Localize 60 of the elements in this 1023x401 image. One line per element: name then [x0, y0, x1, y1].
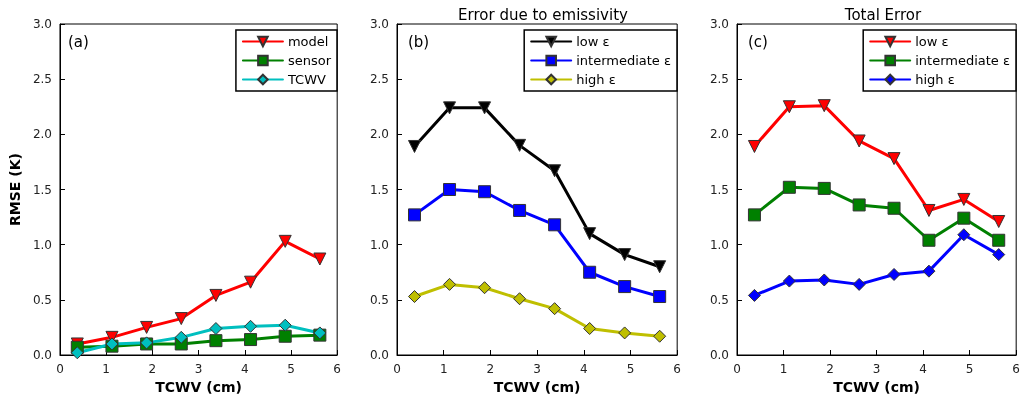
x-tick-label: 4 — [240, 362, 249, 376]
legend-label: sensor — [287, 53, 332, 68]
x-tick-label: 2 — [826, 362, 834, 376]
x-tick-label: 6 — [333, 362, 341, 376]
legend-label: low ε — [915, 34, 949, 49]
legend-label: intermediate ε — [915, 53, 1010, 68]
legend-label: model — [287, 34, 329, 49]
legend-label: high ε — [915, 72, 955, 87]
x-axis-title: TCWV (cm) — [833, 378, 920, 395]
x-tick-label: 3 — [194, 362, 203, 376]
x-tick-label: 1 — [439, 362, 448, 376]
y-tick-label: 2.5 — [369, 72, 389, 87]
y-tick-label: 3.0 — [709, 17, 729, 31]
y-tick-label: 3.0 — [32, 17, 52, 31]
chart-title: Error due to emissivity — [458, 5, 629, 24]
annotation: (b) — [408, 32, 430, 51]
y-tick-label: 2.0 — [32, 127, 52, 142]
x-axis-title: TCWV (cm) — [493, 378, 581, 395]
y-tick-label: 0.0 — [32, 348, 52, 362]
x-tick-label: 0 — [393, 362, 401, 376]
y-tick-label: 1.5 — [709, 182, 729, 197]
x-tick-label: 3 — [533, 362, 541, 376]
x-tick-label: 6 — [673, 362, 681, 376]
legend-label: TCWV — [286, 72, 327, 87]
x-tick-label: 2 — [486, 362, 495, 376]
x-tick-label: 3 — [872, 362, 881, 376]
y-tick-label: 0.0 — [709, 348, 729, 362]
y-tick-label: 1.5 — [32, 182, 52, 197]
x-tick-label: 0 — [733, 362, 741, 376]
y-tick-label: 1.5 — [369, 182, 389, 197]
x-tick-label: 5 — [626, 362, 635, 376]
y-tick-label: 0.5 — [369, 292, 389, 307]
x-tick-label: 5 — [965, 362, 974, 376]
y-tick-label: 2.5 — [32, 72, 52, 87]
y-axis-title: RMSE (K) — [7, 153, 23, 226]
y-tick-label: 2.0 — [709, 127, 729, 142]
y-tick-label: 0.5 — [32, 292, 52, 307]
x-tick-label: 2 — [148, 362, 157, 376]
legend-label: high ε — [576, 72, 616, 87]
x-tick-label: 4 — [919, 362, 927, 376]
annotation: (a) — [68, 32, 89, 51]
y-tick-label: 1.0 — [709, 237, 729, 252]
y-tick-label: 2.5 — [709, 72, 729, 87]
chart-title: Total Error — [843, 5, 923, 24]
x-axis-title: TCWV (cm) — [155, 378, 242, 395]
x-tick-label: 6 — [1012, 362, 1020, 376]
y-tick-label: 0.0 — [369, 348, 389, 362]
y-tick-label: 0.5 — [709, 292, 729, 307]
annotation: (c) — [748, 32, 768, 51]
legend-label: intermediate ε — [576, 53, 671, 68]
y-tick-label: 1.0 — [369, 237, 389, 252]
x-tick-label: 0 — [56, 362, 64, 376]
legend-label: low ε — [576, 34, 610, 49]
x-tick-label: 1 — [779, 362, 788, 376]
y-tick-label: 3.0 — [369, 17, 389, 31]
x-tick-label: 4 — [579, 362, 588, 376]
x-tick-label: 1 — [102, 362, 110, 376]
y-tick-label: 2.0 — [369, 127, 389, 142]
x-tick-label: 5 — [287, 362, 295, 376]
y-tick-label: 1.0 — [32, 237, 52, 252]
